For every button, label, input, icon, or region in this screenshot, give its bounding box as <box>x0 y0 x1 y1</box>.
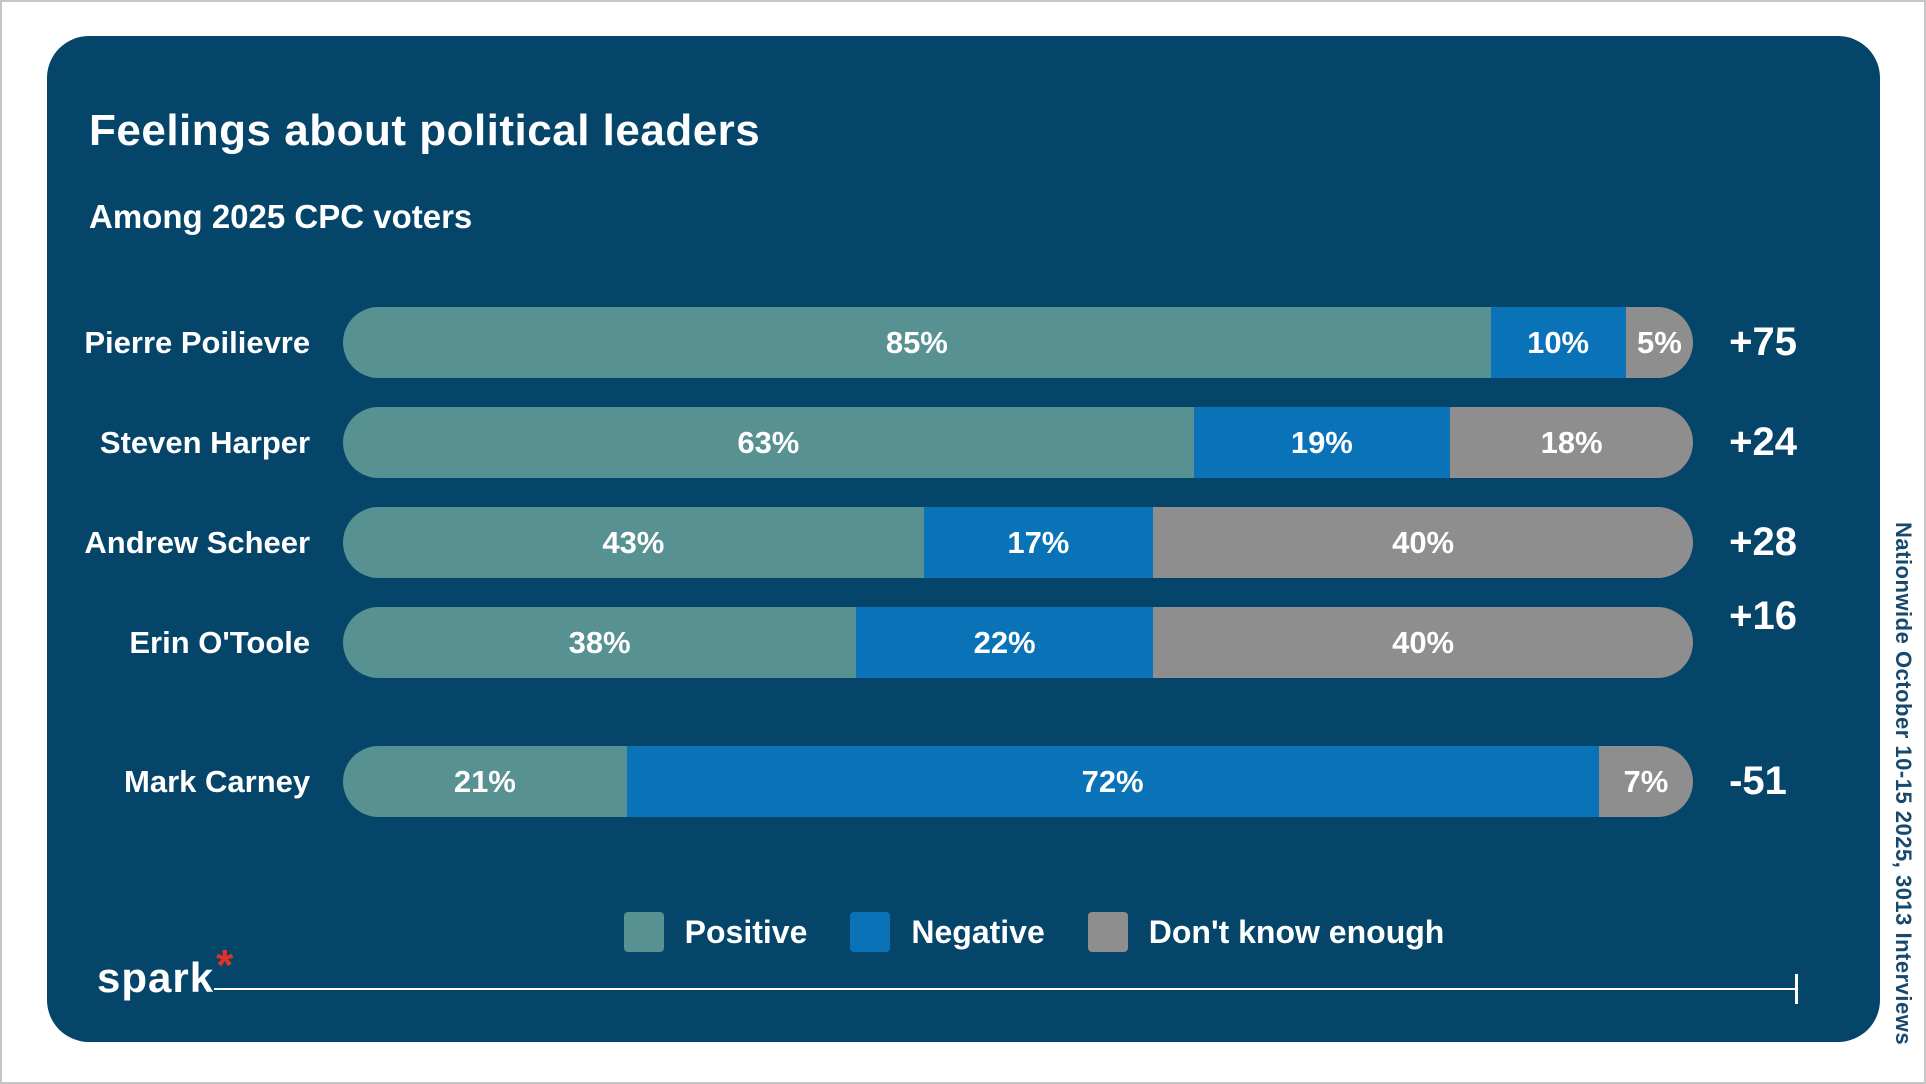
segment-positive: 63% <box>343 407 1194 478</box>
footer-rule <box>214 988 1797 990</box>
legend-item: Don't know enough <box>1087 912 1445 952</box>
segment-dont-know: 18% <box>1450 407 1694 478</box>
segment-value: 17% <box>1007 524 1070 560</box>
legend-label: Don't know enough <box>1148 913 1445 950</box>
row-label: Mark Carney <box>124 763 311 799</box>
segment-positive: 85% <box>343 307 1491 378</box>
bar-row: Mark Carney 21% 72% 7% -51 <box>47 746 1880 817</box>
segment-value: 38% <box>568 624 631 660</box>
legend-swatch-icon <box>623 912 664 952</box>
chart-title: Feelings about political leaders <box>89 106 761 155</box>
legend-item: Positive <box>623 912 808 952</box>
segment-value: 18% <box>1540 424 1603 460</box>
segment-negative: 10% <box>1490 307 1626 378</box>
segment-negative: 72% <box>626 746 1599 817</box>
row-label: Erin O'Toole <box>129 624 311 660</box>
segment-value: 85% <box>885 324 948 360</box>
chart-card: Feelings about political leaders Among 2… <box>47 36 1880 1042</box>
segment-dont-know: 40% <box>1153 607 1694 678</box>
segment-dont-know: 5% <box>1625 307 1694 378</box>
segment-positive: 38% <box>343 607 857 678</box>
segment-value: 5% <box>1636 324 1682 360</box>
bar-track: 38% 22% 40% <box>343 607 1694 678</box>
net-score: -51 <box>1729 759 1787 803</box>
row-label: Pierre Poilievre <box>84 324 311 360</box>
footer-rule-end-tick <box>1795 974 1798 1004</box>
segment-value: 40% <box>1392 624 1455 660</box>
source-note: Nationwide October 10-15 2025, 3013 Inte… <box>1891 522 1916 1046</box>
logo-asterisk-icon: * <box>216 941 235 990</box>
bar-row: Andrew Scheer 43% 17% 40% +28 <box>47 507 1880 578</box>
segment-value: 19% <box>1290 424 1353 460</box>
segment-dont-know: 40% <box>1153 507 1694 578</box>
segment-negative: 22% <box>856 607 1154 678</box>
legend-swatch-icon <box>1087 912 1128 952</box>
legend: Positive Negative Don't know enough <box>359 912 1709 952</box>
net-score: +75 <box>1729 320 1797 364</box>
segment-value: 7% <box>1623 763 1669 799</box>
bar-track: 63% 19% 18% <box>343 407 1694 478</box>
segment-dont-know: 7% <box>1598 746 1694 817</box>
segment-positive: 43% <box>343 507 924 578</box>
net-score: +24 <box>1729 420 1797 464</box>
segment-negative: 19% <box>1193 407 1451 478</box>
logo-text: spark <box>97 954 215 1001</box>
segment-value: 10% <box>1527 324 1590 360</box>
legend-item: Negative <box>850 912 1045 952</box>
row-label: Andrew Scheer <box>84 524 311 560</box>
net-score: +16 <box>1729 594 1797 638</box>
spark-logo: spark* <box>97 944 234 1001</box>
bar-row: Steven Harper 63% 19% 18% +24 <box>47 407 1880 478</box>
segment-negative: 17% <box>923 507 1154 578</box>
segment-value: 72% <box>1081 763 1144 799</box>
legend-swatch-icon <box>850 912 891 952</box>
net-score: +28 <box>1729 520 1797 564</box>
bar-row: Pierre Poilievre 85% 10% 5% +75 <box>47 307 1880 378</box>
legend-label: Positive <box>684 913 808 950</box>
segment-value: 22% <box>973 624 1036 660</box>
stacked-bar-chart: Pierre Poilievre 85% 10% 5% +75 Steven Harper… <box>47 307 1880 846</box>
segment-value: 63% <box>737 424 800 460</box>
bar-row: Erin O'Toole 38% 22% 40% +16 <box>47 594 1880 678</box>
bar-track: 85% 10% 5% <box>343 307 1694 378</box>
segment-value: 43% <box>602 524 665 560</box>
bar-track: 43% 17% 40% <box>343 507 1694 578</box>
segment-positive: 21% <box>343 746 627 817</box>
segment-value: 40% <box>1392 524 1455 560</box>
row-label: Steven Harper <box>99 424 311 460</box>
chart-subtitle: Among 2025 CPC voters <box>89 198 473 235</box>
legend-label: Negative <box>911 913 1045 950</box>
bar-track: 21% 72% 7% <box>343 746 1694 817</box>
segment-value: 21% <box>453 763 516 799</box>
